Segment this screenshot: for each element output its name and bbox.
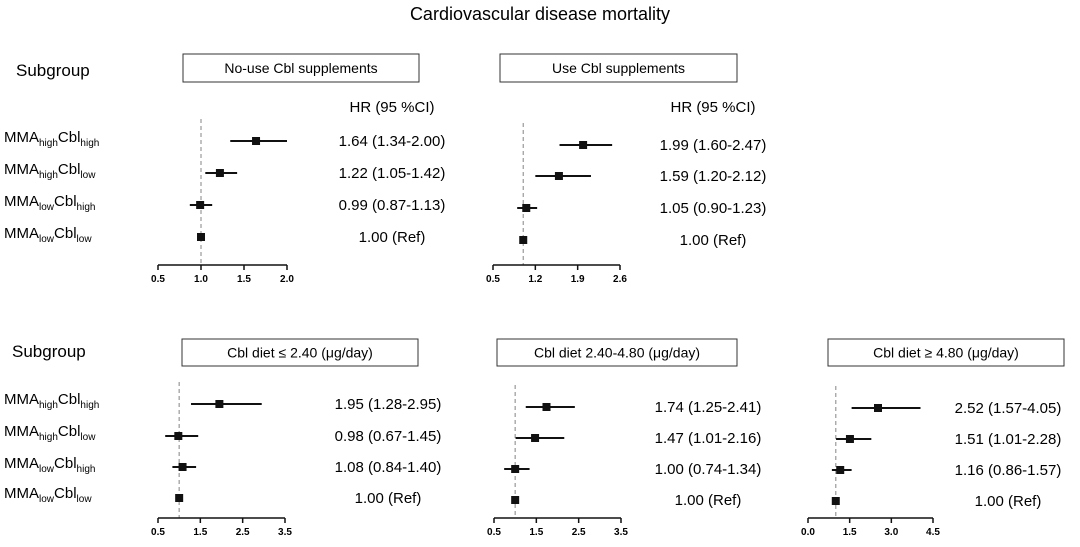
x-tick-label: 0.0 bbox=[801, 527, 815, 538]
panel-title-box bbox=[499, 53, 738, 83]
hr-value: 0.98 (0.67-1.45) bbox=[335, 428, 442, 445]
hr-value: 1.99 (1.60-2.47) bbox=[660, 137, 767, 154]
x-tick-label: 1.5 bbox=[193, 527, 207, 538]
hr-point bbox=[175, 494, 184, 502]
hr-value: 1.00 (Ref) bbox=[975, 493, 1042, 510]
hr-value: 0.99 (0.87-1.13) bbox=[339, 197, 446, 214]
hr-point bbox=[511, 465, 520, 473]
panel-title: Cbl diet ≤ 2.40 (μg/day) bbox=[227, 345, 373, 361]
panel-title: Cbl diet ≥ 4.80 (μg/day) bbox=[873, 345, 1019, 361]
panel-title-box bbox=[182, 53, 420, 83]
bottom-row-label-2: MMAlowCblhigh bbox=[4, 455, 95, 475]
forest-panel-4: Cbl diet ≥ 4.80 (μg/day)HR (95 %CI)0.01.… bbox=[801, 338, 1065, 538]
x-tick-label: 0.5 bbox=[151, 274, 165, 285]
panel-title-box bbox=[181, 338, 419, 367]
hr-value: 1.05 (0.90-1.23) bbox=[660, 200, 767, 217]
hr-header: HR (95 %CI) bbox=[670, 99, 755, 116]
panel-title: Use Cbl supplements bbox=[552, 60, 685, 76]
subgroup-heading-bottom: Subgroup bbox=[12, 342, 86, 361]
hr-point bbox=[511, 496, 520, 504]
hr-point bbox=[252, 137, 261, 145]
top-row-label-1: MMAhighCbllow bbox=[4, 161, 96, 181]
hr-point bbox=[197, 233, 205, 241]
hr-value: 2.52 (1.57-4.05) bbox=[955, 400, 1062, 417]
row-labels-top: MMAhighCblhigh MMAhighCbllow MMAlowCblhigh… bbox=[4, 129, 99, 245]
forest-panels: No-use Cbl supplements HR (95 %CI) 0.5 1.0 1… bbox=[151, 53, 1065, 538]
hr-value: 1.00 (Ref) bbox=[355, 490, 422, 507]
x-tick-label: 1.5 bbox=[237, 274, 251, 285]
hr-point bbox=[836, 466, 845, 474]
hr-value: 1.64 (1.34-2.00) bbox=[339, 133, 446, 150]
x-tick-label: 4.5 bbox=[926, 527, 940, 538]
bottom-row-label-0: MMAhighCblhigh bbox=[4, 391, 99, 411]
hr-point bbox=[174, 432, 183, 440]
x-tick-label: 0.5 bbox=[486, 274, 500, 285]
hr-point bbox=[196, 201, 205, 209]
top-row-label-3: MMAlowCbllow bbox=[4, 225, 92, 245]
x-tick-label: 1.5 bbox=[529, 527, 543, 538]
x-tick-label: 3.0 bbox=[884, 527, 898, 538]
x-tick-label: 1.9 bbox=[571, 274, 585, 285]
x-tick-label: 2.5 bbox=[236, 527, 250, 538]
x-tick-label: 1.2 bbox=[528, 274, 542, 285]
hr-value: 1.00 (0.74-1.34) bbox=[655, 461, 762, 478]
hr-value: 1.59 (1.20-2.12) bbox=[660, 168, 767, 185]
hr-point bbox=[831, 497, 840, 505]
x-tick-label: 1.0 bbox=[194, 274, 208, 285]
hr-value: 1.16 (0.86-1.57) bbox=[955, 462, 1062, 479]
top-row-label-0: MMAhighCblhigh bbox=[4, 129, 99, 149]
hr-point bbox=[874, 404, 882, 412]
forest-panel-1: Use Cbl supplements HR (95 %CI) 0.5 1.2 1.9 2… bbox=[486, 53, 767, 285]
panel-title-box bbox=[496, 338, 738, 367]
row-labels-bottom: MMAhighCblhigh MMAhighCbllow MMAlowCblhigh… bbox=[4, 391, 99, 505]
x-tick-label: 0.5 bbox=[487, 527, 501, 538]
hr-value: 1.47 (1.01-2.16) bbox=[655, 430, 762, 447]
x-tick-label: 0.5 bbox=[151, 527, 165, 538]
hr-point bbox=[519, 236, 528, 244]
x-tick-label: 1.5 bbox=[843, 527, 857, 538]
panel-title-box bbox=[827, 338, 1065, 367]
top-row-label-2: MMAlowCblhigh bbox=[4, 193, 95, 213]
hr-point bbox=[845, 435, 854, 443]
x-tick-label: 2.6 bbox=[613, 274, 627, 285]
x-tick-label: 2.5 bbox=[572, 527, 586, 538]
hr-value: 1.00 (Ref) bbox=[675, 492, 742, 509]
hr-value: 1.22 (1.05-1.42) bbox=[339, 165, 446, 182]
hr-point bbox=[579, 141, 588, 149]
hr-point bbox=[178, 463, 187, 471]
hr-point bbox=[522, 204, 531, 212]
hr-point bbox=[542, 403, 551, 411]
subgroup-heading-top: Subgroup bbox=[16, 61, 90, 80]
hr-value: 1.95 (1.28-2.95) bbox=[335, 396, 442, 413]
panel-title: No-use Cbl supplements bbox=[224, 60, 377, 76]
forest-panel-3: Cbl diet 2.40-4.80 (μg/day)HR (95 %CI)0.… bbox=[487, 338, 762, 538]
hr-point bbox=[554, 172, 563, 180]
hr-point bbox=[215, 400, 224, 408]
hr-value: 1.08 (0.84-1.40) bbox=[335, 459, 442, 476]
x-tick-label: 3.5 bbox=[614, 527, 628, 538]
x-tick-label: 2.0 bbox=[280, 274, 294, 285]
x-tick-label: 3.5 bbox=[278, 527, 292, 538]
forest-panel-2: Cbl diet ≤ 2.40 (μg/day)HR (95 %CI)0.51.… bbox=[151, 338, 442, 538]
forest-panel-0: No-use Cbl supplements HR (95 %CI) 0.5 1.0 1… bbox=[151, 53, 446, 285]
hr-value: 1.51 (1.01-2.28) bbox=[955, 431, 1062, 448]
hr-point bbox=[215, 169, 224, 177]
hr-header: HR (95 %CI) bbox=[349, 99, 434, 116]
hr-value: 1.00 (Ref) bbox=[680, 232, 747, 249]
figure-title: Cardiovascular disease mortality bbox=[410, 4, 670, 24]
hr-value: 1.74 (1.25-2.41) bbox=[655, 399, 762, 416]
hr-point bbox=[531, 434, 540, 442]
bottom-row-label-3: MMAlowCbllow bbox=[4, 485, 92, 505]
bottom-row-label-1: MMAhighCbllow bbox=[4, 423, 96, 443]
panel-title: Cbl diet 2.40-4.80 (μg/day) bbox=[534, 345, 700, 361]
hr-value: 1.00 (Ref) bbox=[359, 229, 426, 246]
